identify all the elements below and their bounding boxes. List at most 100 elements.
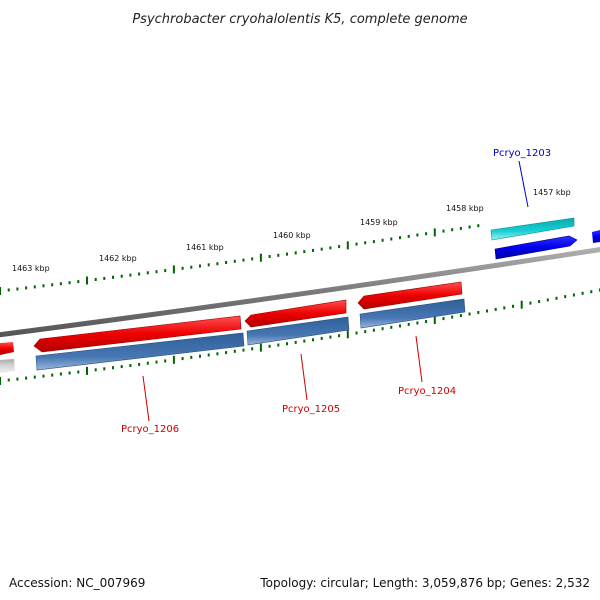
minor-tick xyxy=(251,347,254,351)
minor-tick xyxy=(120,365,123,369)
minor-tick xyxy=(112,275,114,279)
minor-tick xyxy=(459,314,462,318)
minor-tick xyxy=(33,285,36,289)
minor-tick xyxy=(286,252,288,256)
gene-pcryo-1204[interactable] xyxy=(359,298,466,329)
minor-tick xyxy=(233,259,236,263)
minor-tick xyxy=(590,290,593,294)
minor-tick xyxy=(364,330,367,334)
leader-line-pcryo-1206 xyxy=(142,375,150,422)
minor-tick xyxy=(112,366,114,370)
cds-pcryo-1203[interactable] xyxy=(494,235,578,260)
tick-label-1460: 1460 kbp xyxy=(273,231,311,240)
minor-tick xyxy=(68,281,71,285)
minor-tick xyxy=(581,291,584,295)
minor-tick xyxy=(251,257,254,261)
minor-tick xyxy=(25,286,28,290)
minor-tick xyxy=(199,264,201,268)
minor-tick xyxy=(103,276,106,280)
gene-partial-left[interactable] xyxy=(0,359,15,373)
minor-tick xyxy=(225,351,228,355)
minor-tick xyxy=(242,348,245,352)
gene-label-pcryo-1205[interactable]: Pcryo_1205 xyxy=(282,404,340,415)
kbp-scale-labels: 1463 kbp 1462 kbp 1461 kbp 1460 kbp 1459… xyxy=(12,188,571,273)
minor-tick xyxy=(277,343,280,347)
minor-tick xyxy=(494,307,497,311)
gene-label-pcryo-1204[interactable]: Pcryo_1204 xyxy=(398,386,456,397)
minor-tick xyxy=(442,317,445,321)
minor-tick xyxy=(59,282,62,286)
minor-tick xyxy=(77,370,80,374)
minor-tick xyxy=(425,320,428,323)
minor-tick xyxy=(94,368,97,372)
minor-tick xyxy=(268,255,271,258)
minor-tick xyxy=(381,327,384,331)
minor-tick xyxy=(94,278,97,281)
minor-tick xyxy=(407,234,410,238)
gene-label-pcryo-1206[interactable]: Pcryo_1206 xyxy=(121,424,179,435)
minor-tick xyxy=(338,334,341,338)
major-tick xyxy=(86,276,88,285)
minor-tick xyxy=(59,372,62,376)
gene-pcryo-1203[interactable] xyxy=(490,217,575,241)
gene-pcryo-1205[interactable] xyxy=(246,316,350,346)
minor-tick xyxy=(138,362,141,366)
cds-next-partial[interactable] xyxy=(592,230,600,243)
minor-tick xyxy=(120,274,123,278)
minor-tick xyxy=(390,237,393,241)
minor-tick xyxy=(129,364,132,367)
tick-label-1463: 1463 kbp xyxy=(12,264,50,273)
minor-tick xyxy=(512,304,514,308)
cds-pcryo-1206[interactable] xyxy=(33,315,242,353)
major-tick xyxy=(433,228,436,237)
minor-tick xyxy=(364,241,367,245)
minor-tick xyxy=(190,355,193,359)
minor-tick xyxy=(546,298,549,302)
minor-tick xyxy=(390,325,393,329)
minor-tick xyxy=(468,312,471,316)
major-tick xyxy=(346,241,349,250)
minor-tick xyxy=(477,224,480,228)
tick-label-1461: 1461 kbp xyxy=(186,243,224,252)
minor-tick xyxy=(355,242,358,246)
gene-label-pcryo-1203[interactable]: Pcryo_1203 xyxy=(493,148,551,159)
major-tick xyxy=(259,253,262,262)
genome-summary-text: Topology: circular; Length: 3,059,876 bp… xyxy=(259,576,590,590)
kbp-tick-ring xyxy=(0,224,480,295)
cds-pcryo-1205[interactable] xyxy=(244,299,347,328)
leader-line-pcryo-1205 xyxy=(300,353,308,401)
minor-tick xyxy=(181,357,184,361)
minor-tick xyxy=(181,266,184,270)
minor-tick xyxy=(477,311,480,314)
minor-tick xyxy=(503,306,506,310)
minor-tick xyxy=(146,361,149,365)
minor-tick xyxy=(25,376,28,380)
cds-partial-left[interactable] xyxy=(0,342,14,355)
minor-tick xyxy=(242,258,245,262)
minor-tick xyxy=(7,378,10,382)
minor-tick xyxy=(486,309,488,313)
minor-tick xyxy=(138,272,141,276)
minor-tick xyxy=(381,238,384,242)
major-tick xyxy=(520,300,523,309)
minor-tick xyxy=(16,287,19,291)
minor-tick xyxy=(51,283,54,287)
tick-label-1458: 1458 kbp xyxy=(446,204,484,213)
minor-tick xyxy=(294,340,297,344)
minor-tick xyxy=(538,300,541,303)
minor-tick xyxy=(399,236,401,240)
leader-line-pcryo-1204 xyxy=(415,335,423,383)
minor-tick xyxy=(42,284,45,288)
minor-tick xyxy=(459,226,462,230)
minor-tick xyxy=(312,338,314,342)
minor-tick xyxy=(416,233,419,237)
minor-tick xyxy=(42,374,45,378)
minor-tick xyxy=(164,359,167,363)
major-tick xyxy=(0,377,1,385)
minor-tick xyxy=(16,377,19,381)
minor-tick xyxy=(372,328,375,332)
cds-pcryo-1204[interactable] xyxy=(357,281,463,310)
minor-tick xyxy=(355,331,358,335)
gene-pcryo-1206[interactable] xyxy=(35,332,245,371)
